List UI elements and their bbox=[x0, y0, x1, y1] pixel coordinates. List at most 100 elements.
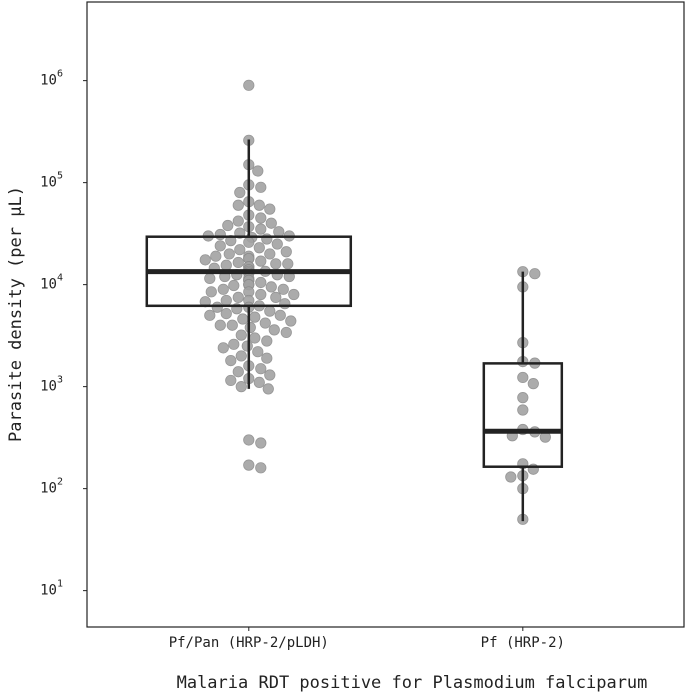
box bbox=[482, 362, 564, 468]
data-point bbox=[204, 272, 216, 285]
data-point bbox=[264, 248, 276, 260]
data-point bbox=[249, 332, 261, 344]
data-point bbox=[270, 291, 282, 303]
data-point bbox=[264, 203, 276, 215]
data-point bbox=[255, 437, 267, 449]
x-tick-label: Pf/Pan (HRP-2/pLDH) bbox=[169, 635, 329, 651]
data-point bbox=[529, 268, 541, 280]
data-point bbox=[255, 462, 267, 474]
data-point bbox=[225, 235, 237, 247]
y-tick-exponent: 2 bbox=[57, 477, 63, 488]
data-point bbox=[232, 366, 244, 378]
data-point bbox=[226, 319, 238, 331]
y-tick-base: 10 bbox=[40, 481, 57, 497]
data-point bbox=[205, 286, 217, 298]
data-point bbox=[225, 354, 237, 367]
y-tick-label: 101 bbox=[40, 579, 63, 599]
data-point bbox=[505, 471, 517, 483]
y-tick-exponent: 5 bbox=[57, 171, 63, 182]
data-point bbox=[273, 226, 285, 238]
data-point bbox=[271, 238, 283, 250]
y-tick-base: 10 bbox=[40, 73, 57, 89]
data-point bbox=[234, 186, 246, 199]
data-point bbox=[232, 215, 244, 227]
data-point bbox=[223, 248, 235, 260]
data-point bbox=[261, 233, 273, 245]
y-tick-base: 10 bbox=[40, 583, 57, 599]
data-point bbox=[264, 305, 276, 317]
data-point bbox=[235, 329, 247, 341]
data-point bbox=[288, 288, 300, 301]
data-point bbox=[527, 378, 539, 390]
data-point bbox=[255, 223, 267, 235]
y-tick-exponent: 6 bbox=[57, 69, 63, 80]
data-point bbox=[259, 317, 271, 329]
data-point bbox=[255, 288, 267, 301]
data-point bbox=[280, 326, 292, 339]
x-axis-title: Malaria RDT positive for Plasmodium falc… bbox=[177, 673, 648, 693]
data-point bbox=[253, 242, 265, 254]
data-point bbox=[268, 324, 280, 336]
data-point bbox=[241, 340, 253, 352]
data-point bbox=[270, 258, 282, 270]
data-point bbox=[222, 219, 234, 232]
data-point bbox=[220, 294, 232, 307]
data-point bbox=[243, 79, 255, 91]
data-point bbox=[253, 199, 265, 211]
data-point bbox=[235, 381, 247, 393]
data-point bbox=[214, 240, 226, 252]
y-tick-base: 10 bbox=[40, 175, 57, 191]
data-point bbox=[517, 392, 529, 404]
data-point bbox=[517, 371, 529, 384]
data-point bbox=[249, 311, 261, 323]
data-point bbox=[274, 309, 286, 321]
data-point bbox=[237, 313, 249, 325]
data-point bbox=[228, 279, 240, 292]
data-point bbox=[253, 376, 265, 389]
data-point bbox=[243, 236, 255, 248]
data-point bbox=[210, 250, 222, 262]
y-tick-label: 105 bbox=[40, 171, 63, 191]
data-point bbox=[517, 404, 529, 416]
data-point bbox=[264, 369, 276, 381]
data-point bbox=[243, 459, 255, 471]
data-point bbox=[235, 350, 247, 362]
data-point bbox=[211, 301, 223, 313]
data-point bbox=[262, 383, 274, 395]
y-tick-exponent: 4 bbox=[57, 273, 63, 284]
data-point bbox=[261, 352, 273, 364]
y-tick-label: 102 bbox=[40, 477, 63, 497]
data-point bbox=[285, 315, 297, 327]
data-point bbox=[252, 346, 264, 358]
data-point bbox=[225, 374, 237, 387]
data-point bbox=[265, 281, 277, 293]
data-point bbox=[214, 228, 226, 241]
data-point bbox=[232, 291, 244, 303]
data-point bbox=[228, 338, 240, 350]
y-tick-exponent: 3 bbox=[57, 375, 63, 386]
data-point bbox=[265, 217, 277, 229]
data-point bbox=[244, 321, 256, 334]
data-point bbox=[282, 258, 294, 270]
data-point bbox=[255, 255, 267, 267]
y-tick-base: 10 bbox=[40, 277, 57, 293]
y-tick-exponent: 1 bbox=[57, 579, 63, 590]
y-tick-label: 106 bbox=[40, 69, 63, 89]
data-point bbox=[232, 256, 244, 269]
data-point bbox=[252, 165, 264, 177]
data-point bbox=[279, 298, 291, 310]
x-tick-label: Pf (HRP-2) bbox=[481, 635, 565, 651]
data-point bbox=[277, 283, 289, 295]
data-point bbox=[234, 244, 246, 256]
data-point bbox=[217, 283, 229, 295]
y-tick-base: 10 bbox=[40, 379, 57, 395]
data-point bbox=[255, 276, 267, 289]
data-point bbox=[220, 259, 232, 271]
plot-frame bbox=[86, 1, 685, 628]
y-axis-title: Parasite density (per µL) bbox=[6, 186, 26, 442]
data-point bbox=[217, 342, 229, 354]
data-point bbox=[204, 309, 216, 321]
data-point bbox=[261, 335, 273, 347]
data-point bbox=[255, 363, 267, 375]
